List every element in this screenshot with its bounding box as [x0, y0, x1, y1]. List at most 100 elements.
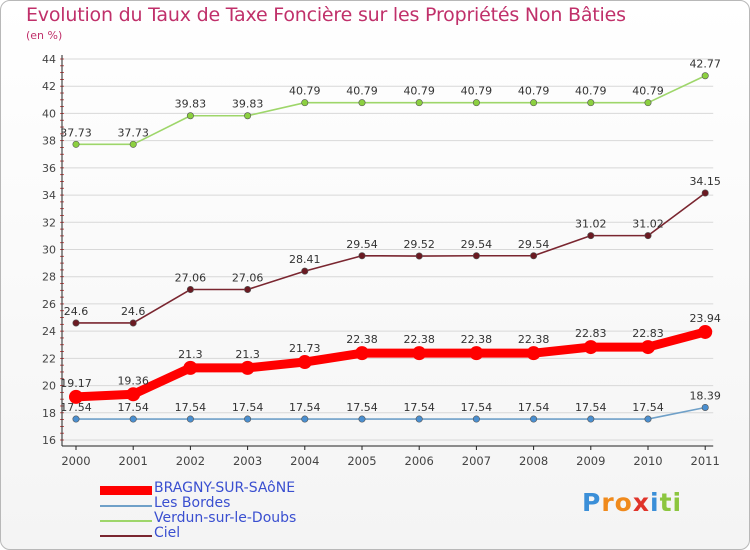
data-label: 17.54 [117, 401, 149, 414]
x-tick-label: 2008 [519, 454, 548, 468]
data-label: 40.79 [346, 85, 378, 98]
data-label: 40.79 [518, 85, 550, 98]
data-label: 27.06 [175, 272, 207, 285]
legend-swatch-bragny [100, 486, 152, 495]
data-point [701, 72, 709, 80]
y-tick-label: 22 [42, 352, 56, 365]
chart-title: Evolution du Taux de Taxe Foncière sur l… [26, 4, 626, 26]
data-label: 17.54 [575, 401, 607, 414]
y-tick-label: 32 [42, 216, 56, 229]
data-label: 34.15 [689, 175, 721, 188]
data-label: 17.54 [346, 401, 378, 414]
data-point [587, 232, 595, 240]
x-tick-label: 2007 [462, 454, 491, 468]
y-tick-label: 26 [42, 298, 56, 311]
series-line [71, 327, 710, 402]
data-label: 22.83 [632, 327, 664, 340]
data-label: 17.54 [289, 401, 321, 414]
data-label: 29.54 [346, 238, 378, 251]
data-label: 17.54 [632, 401, 664, 414]
data-point [415, 99, 423, 107]
data-point [698, 324, 713, 339]
x-tick-label: 2000 [61, 454, 90, 468]
data-label: 22.38 [461, 333, 493, 346]
data-point [644, 415, 652, 423]
data-label: 22.83 [575, 327, 607, 340]
y-tick-label: 28 [42, 271, 56, 284]
data-label: 18.39 [689, 389, 721, 402]
data-label: 17.54 [403, 401, 435, 414]
logo-letter: r [601, 488, 615, 517]
data-label: 40.79 [289, 85, 321, 98]
legend-swatch-ciel [100, 535, 152, 537]
data-point [183, 360, 198, 375]
series-line [75, 74, 707, 146]
data-label: 19.17 [60, 377, 92, 390]
data-label: 40.79 [632, 85, 664, 98]
data-point [186, 286, 194, 294]
data-point [69, 389, 83, 404]
data-label: 17.54 [461, 401, 493, 414]
data-point [526, 346, 541, 361]
data-point [244, 286, 252, 294]
data-label: 31.02 [632, 218, 664, 231]
legend-label-verdun: Verdun-sur-le-Doubs [154, 510, 297, 526]
data-point [72, 140, 80, 148]
data-point [415, 415, 423, 423]
logo-letter: x [632, 488, 650, 517]
data-point [301, 415, 309, 423]
y-tick-label: 36 [42, 162, 56, 175]
data-point [644, 99, 652, 107]
y-tick-label: 16 [42, 434, 56, 447]
data-point [472, 252, 480, 260]
data-point [301, 99, 309, 107]
data-point [472, 415, 480, 423]
data-label: 28.41 [289, 253, 321, 266]
data-label: 19.36 [117, 374, 149, 387]
series-line [75, 406, 707, 420]
y-tick-label: 34 [42, 189, 56, 202]
data-point [126, 387, 141, 402]
data-point [244, 415, 252, 423]
data-label: 29.52 [403, 238, 435, 251]
data-label: 42.77 [689, 58, 721, 71]
data-point [240, 360, 255, 375]
y-tick-label: 18 [42, 407, 56, 420]
data-label: 37.73 [60, 126, 92, 139]
data-label: 22.38 [346, 333, 378, 346]
y-tick-label: 40 [42, 107, 56, 120]
data-point [297, 355, 312, 370]
data-label: 17.54 [232, 401, 264, 414]
data-point [415, 252, 423, 260]
x-tick-label: 2003 [233, 454, 262, 468]
legend-swatch-verdun [100, 520, 152, 522]
data-point [701, 403, 709, 411]
data-point [641, 340, 655, 355]
y-tick-label: 38 [42, 135, 56, 148]
data-label: 21.73 [289, 342, 321, 355]
data-point [358, 415, 366, 423]
x-tick-label: 2002 [176, 454, 205, 468]
data-label: 22.38 [518, 333, 550, 346]
series-line [75, 192, 707, 324]
data-label: 31.02 [575, 218, 607, 231]
y-tick-label: 44 [42, 53, 56, 66]
logo-letter: i [672, 488, 683, 517]
data-label: 17.54 [175, 401, 207, 414]
legend-label-les-bordes: Les Bordes [154, 495, 231, 511]
logo-letter: P [582, 488, 602, 517]
legend-label-bragny: BRAGNY-SUR-SAôNE [154, 480, 296, 496]
data-label: 27.06 [232, 272, 264, 285]
data-point [530, 415, 538, 423]
legend-swatch-les-bordes [100, 505, 152, 507]
data-label: 22.38 [403, 333, 435, 346]
data-point [129, 140, 137, 148]
data-point [129, 319, 137, 327]
data-point [530, 252, 538, 260]
x-tick-label: 2001 [119, 454, 148, 468]
data-point [301, 267, 309, 275]
data-point [186, 415, 194, 423]
x-tick-label: 2009 [576, 454, 605, 468]
x-tick-label: 2004 [290, 454, 319, 468]
y-tick-label: 30 [42, 244, 56, 257]
